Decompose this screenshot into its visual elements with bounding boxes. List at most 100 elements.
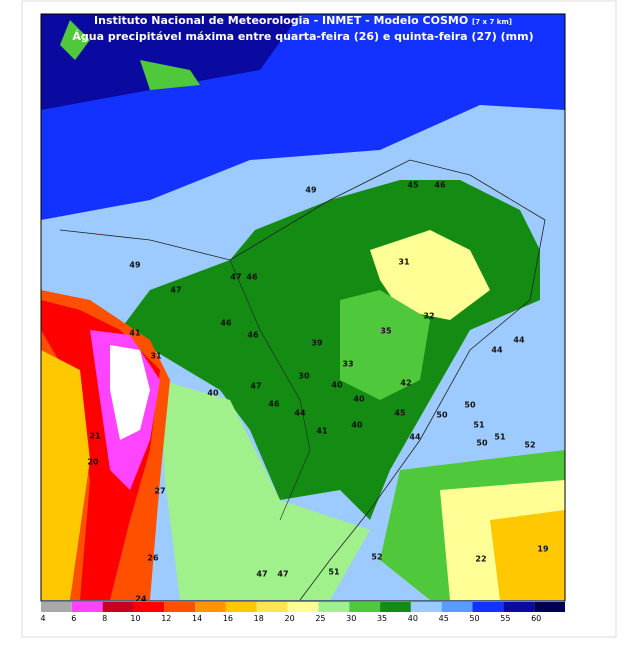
map-label: 44: [513, 336, 525, 345]
legend-swatch: [133, 602, 165, 612]
legend-tick-label: 16: [223, 614, 233, 623]
map-label: 42: [400, 379, 411, 388]
legend-tick-label: 4: [40, 614, 45, 623]
legend-tick-label: 6: [71, 614, 76, 623]
map-label: 52: [371, 553, 382, 562]
legend-swatch: [380, 602, 411, 612]
atlantic-orange: [490, 510, 565, 600]
map-label: 32: [423, 312, 434, 321]
map-label: 49: [129, 261, 141, 270]
title: Instituto Nacional de Meteorologia - INM…: [94, 14, 512, 27]
legend-tick-label: 10: [130, 614, 140, 623]
map-label: 47: [230, 273, 241, 282]
map-label: 50: [464, 401, 476, 410]
legend-tick-label: 30: [346, 614, 356, 623]
map-label: 41: [316, 427, 328, 436]
map-label: 20: [87, 458, 99, 467]
map-label: 44: [294, 409, 306, 418]
map-label: 51: [494, 433, 506, 442]
map-label: 40: [353, 395, 365, 404]
legend-tick-label: 35: [377, 614, 387, 623]
map-label: 31: [150, 352, 162, 361]
island: [140, 60, 200, 90]
legend-tick-label: 55: [500, 614, 510, 623]
map-label: 30: [298, 372, 310, 381]
legend-swatch: [534, 602, 565, 612]
map-label: 46: [247, 331, 259, 340]
map-label: 46: [246, 273, 258, 282]
legend-swatch: [195, 602, 226, 612]
map: [41, 14, 565, 601]
map-label: 47: [277, 570, 288, 579]
map-label: 47: [250, 382, 261, 391]
legend-swatch: [164, 602, 196, 612]
legend-tick-label: 50: [469, 614, 479, 623]
map-label: 39: [311, 339, 323, 348]
legend-swatch: [287, 602, 319, 612]
moderate-area: [340, 290, 430, 400]
island: [60, 20, 90, 60]
legend-tick-label: 18: [254, 614, 264, 623]
border: [229, 259, 311, 521]
map-label: 51: [473, 421, 485, 430]
dry-area: [370, 230, 490, 320]
legend-swatch: [225, 602, 257, 612]
map-labels: 45 46 49 49 47 46 31 47 46 46 35 32 41 39 33 44 44 31 47 30…: [87, 181, 549, 604]
map-label: 40: [351, 421, 363, 430]
map-label: 41: [129, 329, 141, 338]
pacific-yellow: [41, 350, 90, 600]
legend-swatch: [472, 602, 504, 612]
map-label: 44: [409, 433, 421, 442]
map-label: 46: [434, 181, 446, 190]
north-very-moist: [41, 14, 300, 110]
map-label: 45: [394, 409, 406, 418]
legend-swatch: [410, 602, 442, 612]
legend-tick-label: 20: [284, 614, 294, 623]
legend-swatch: [71, 602, 103, 612]
map-label: 35: [380, 327, 392, 336]
legend-tick-label: 25: [315, 614, 325, 623]
legend-swatch: [318, 602, 350, 612]
map-label: 26: [147, 554, 159, 563]
andes-white: [110, 345, 150, 440]
light-area: [160, 380, 370, 600]
map-label: 21: [89, 432, 101, 441]
legend-tick-label: 60: [531, 614, 541, 623]
resolution: [7 x 7 km]: [472, 18, 512, 26]
map-label: 19: [537, 545, 549, 554]
map-label: 22: [475, 555, 486, 564]
frame: [21, 0, 617, 638]
map-label: 44: [491, 346, 503, 355]
map-label: 50: [436, 411, 448, 420]
map-label: 40: [207, 389, 219, 398]
legend-tick-label: 40: [408, 614, 418, 623]
legend-swatch: [349, 602, 381, 612]
map-label: 47: [256, 570, 267, 579]
map-label: 46: [220, 319, 232, 328]
map-label: 49: [305, 186, 317, 195]
map-label: 24: [135, 595, 147, 604]
map-label: 52: [524, 441, 535, 450]
legend-tick-label: 45: [439, 614, 449, 623]
map-label: 45: [407, 181, 419, 190]
legend-swatch: [503, 602, 535, 612]
legend-tick-label: 8: [102, 614, 107, 623]
legend-swatch: [256, 602, 288, 612]
legend-swatch: [41, 602, 72, 612]
map-label: 40: [331, 381, 343, 390]
legend-swatch: [102, 602, 134, 612]
map-label: 50: [476, 439, 488, 448]
map-label: 33: [342, 360, 353, 369]
map-label: 47: [170, 286, 181, 295]
map-frame: [40, 13, 566, 602]
map-label: 51: [328, 568, 340, 577]
map-label: 27: [154, 487, 165, 496]
subtitle: Água precipitável máxima entre quarta-fe…: [72, 30, 533, 43]
title-text: Instituto Nacional de Meteorologia - INM…: [94, 14, 468, 27]
legend-swatch: [441, 602, 473, 612]
legend-tick-label: 14: [192, 614, 202, 623]
map-label: 31: [398, 258, 410, 267]
map-label: 46: [268, 400, 280, 409]
legend: 4 6 8 10 12 14 16 18 20 25 30 35 40 45 50 55 60: [40, 602, 565, 623]
